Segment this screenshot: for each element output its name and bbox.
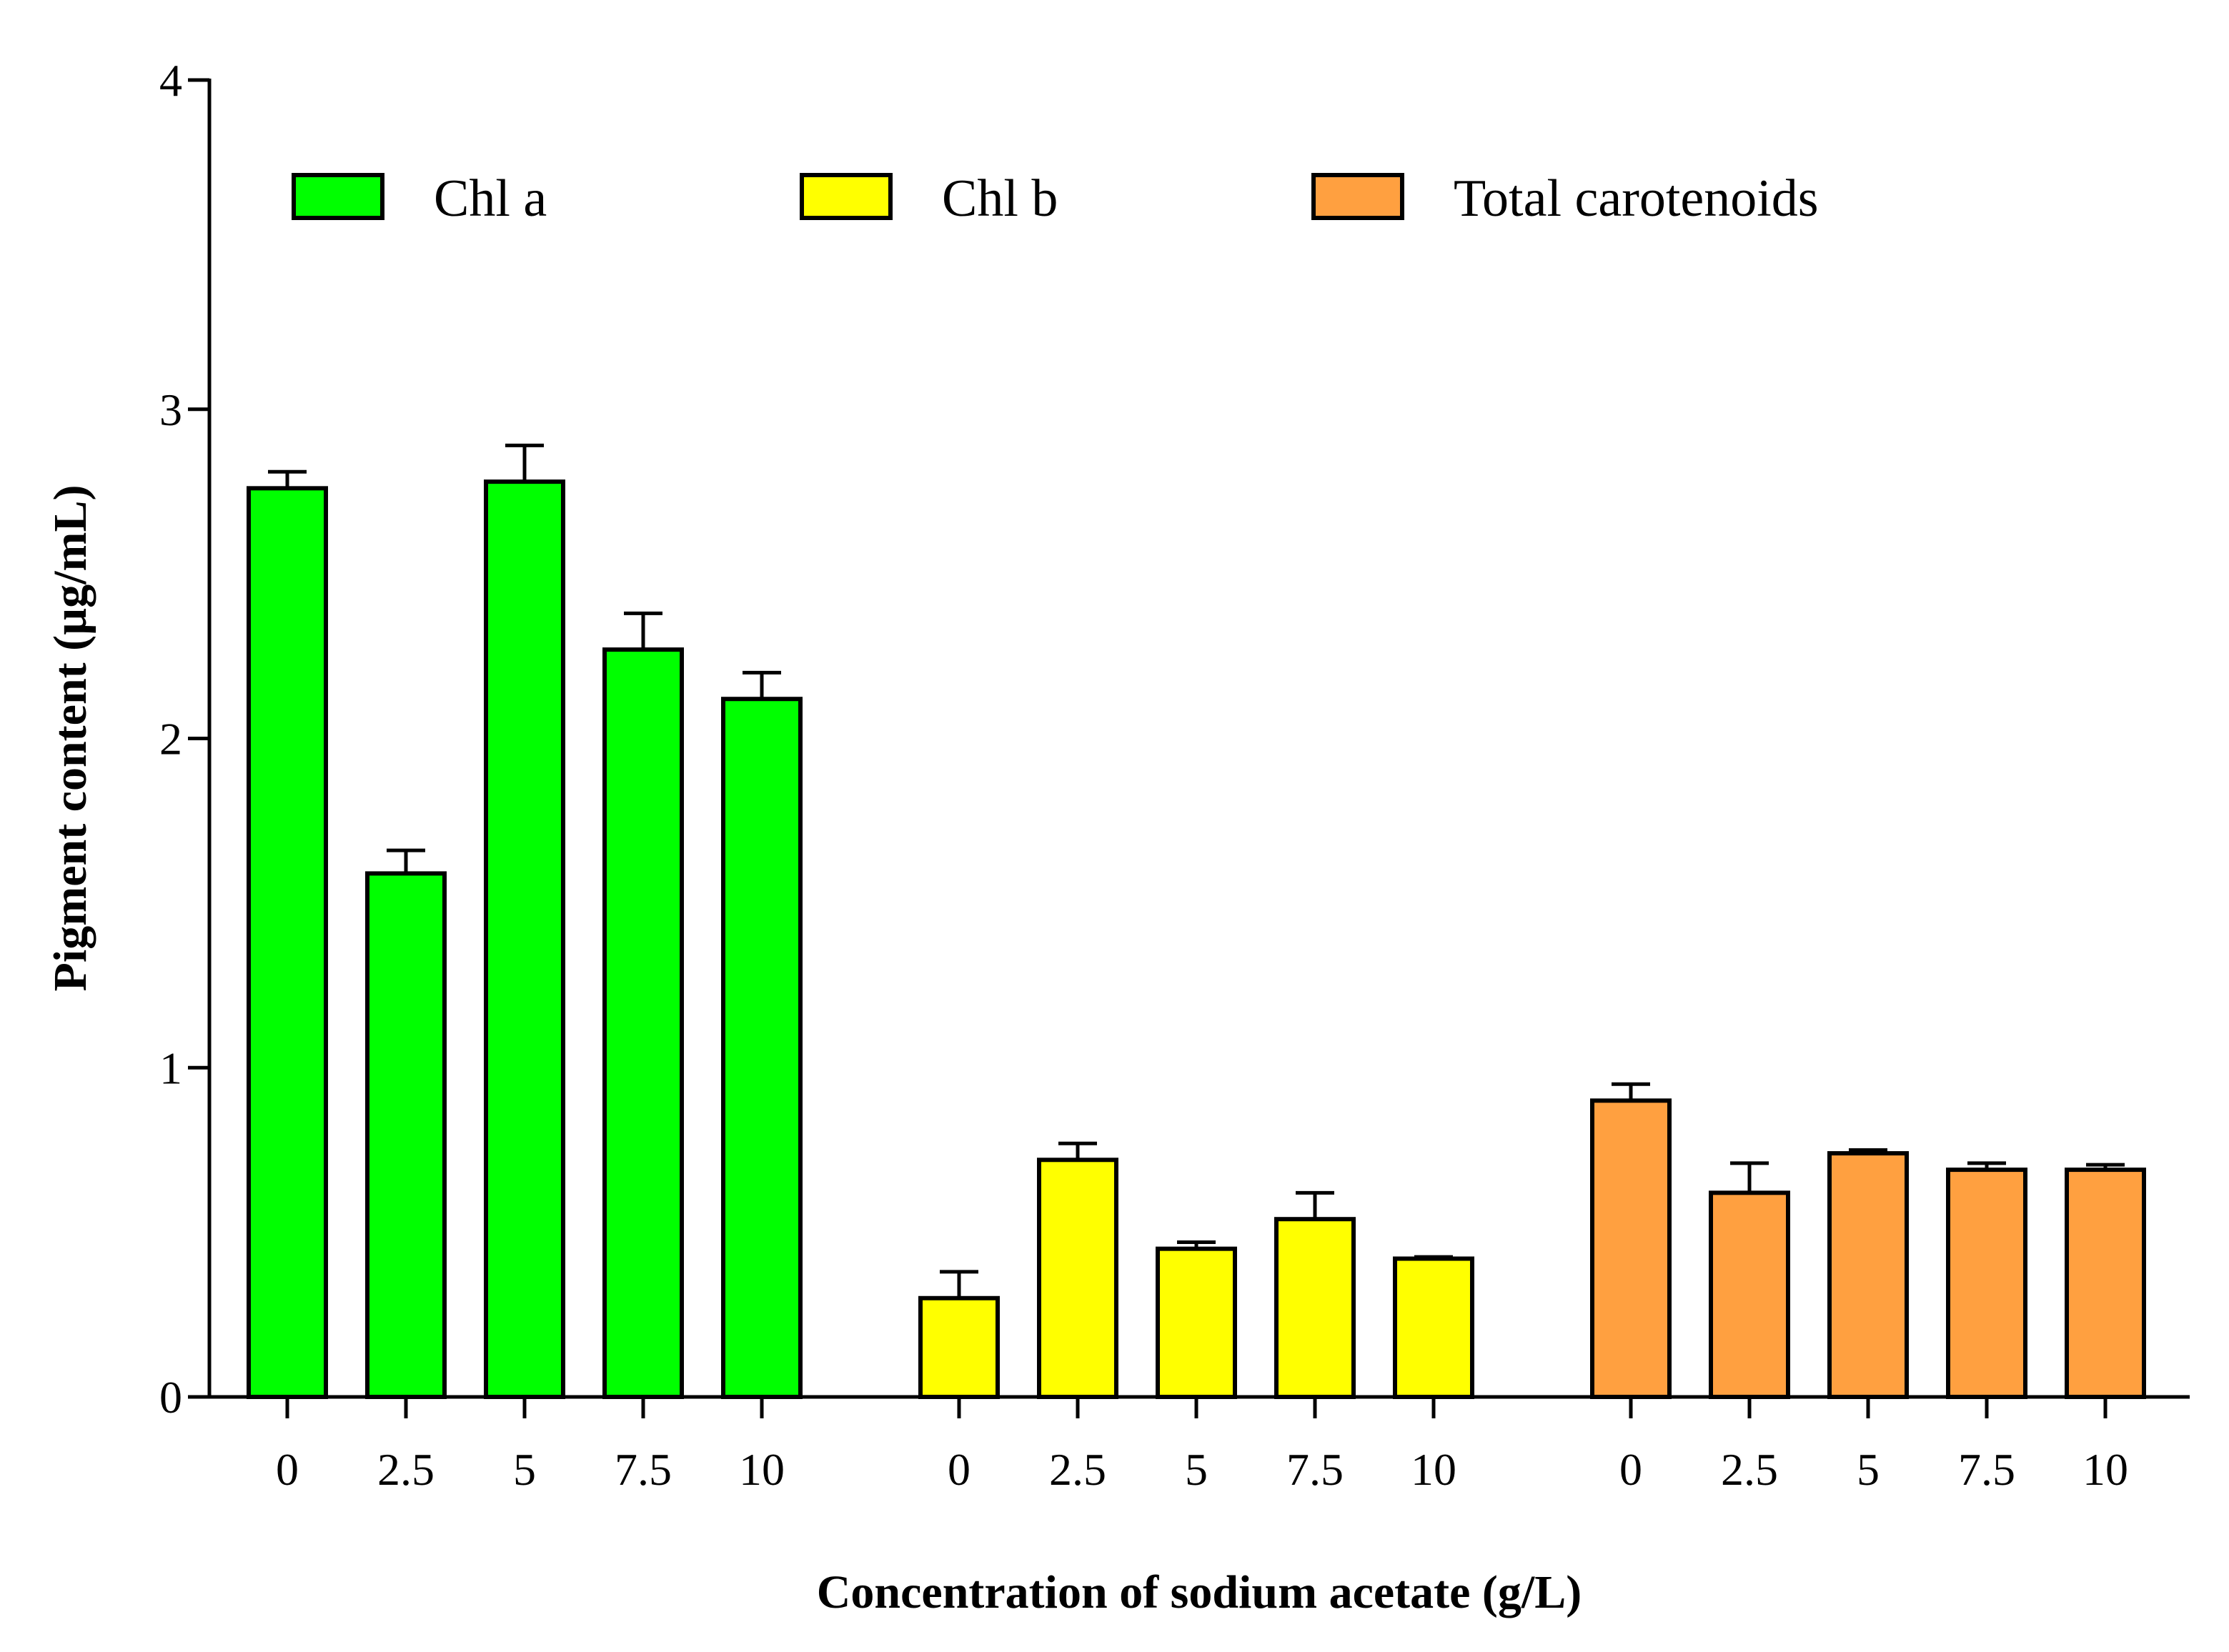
bar [1274, 1217, 1356, 1399]
x-tick-label: 2.5 [377, 1444, 435, 1495]
legend: Chl a Chl b Total carotenoids [292, 169, 1819, 228]
x-tick-label: 10 [2082, 1444, 2128, 1495]
y-tick-label: 4 [159, 55, 182, 106]
y-tick-label: 1 [159, 1043, 182, 1093]
bar [1946, 1168, 2027, 1400]
legend-label: Total carotenoids [1454, 169, 1819, 228]
x-tick-label: 7.5 [615, 1444, 672, 1495]
bar [721, 697, 803, 1399]
bar [2065, 1168, 2146, 1400]
x-tick-label: 5 [1857, 1444, 1880, 1495]
legend-swatch [292, 173, 384, 220]
legend-swatch [1311, 173, 1404, 220]
x-tick-label: 5 [1185, 1444, 1208, 1495]
y-tick-label: 3 [159, 384, 182, 435]
bars-group [247, 443, 2146, 1400]
x-tick-label: 7.5 [1958, 1444, 2015, 1495]
bar [1393, 1256, 1474, 1399]
bar [1709, 1190, 1790, 1399]
legend-label: Chl a [434, 169, 547, 228]
bar [365, 871, 447, 1399]
x-axis-title: Concentration of sodium acetate (g/L) [817, 1566, 1582, 1618]
x-tick-label: 10 [739, 1444, 785, 1495]
bar [1827, 1151, 1909, 1400]
bar [1037, 1158, 1118, 1399]
bar [247, 486, 328, 1400]
y-axis-title: Pigment content (µg/mL) [44, 485, 96, 992]
x-tick-label: 2.5 [1049, 1444, 1106, 1495]
legend-label: Chl b [942, 169, 1058, 228]
x-tick-label: 0 [1619, 1444, 1642, 1495]
y-tick-label: 2 [159, 714, 182, 765]
bar [1156, 1246, 1237, 1399]
x-tick-label: 5 [513, 1444, 536, 1495]
bar [484, 479, 565, 1399]
legend-swatch [800, 173, 893, 220]
x-tick-label: 10 [1411, 1444, 1456, 1495]
bar [1590, 1098, 1672, 1399]
x-tick-label: 0 [276, 1444, 299, 1495]
x-tick-label: 0 [948, 1444, 970, 1495]
bar [918, 1295, 1000, 1400]
x-tick-label: 2.5 [1721, 1444, 1778, 1495]
bar [602, 647, 684, 1399]
x-tick-label: 7.5 [1286, 1444, 1344, 1495]
y-tick-label: 0 [159, 1372, 182, 1423]
